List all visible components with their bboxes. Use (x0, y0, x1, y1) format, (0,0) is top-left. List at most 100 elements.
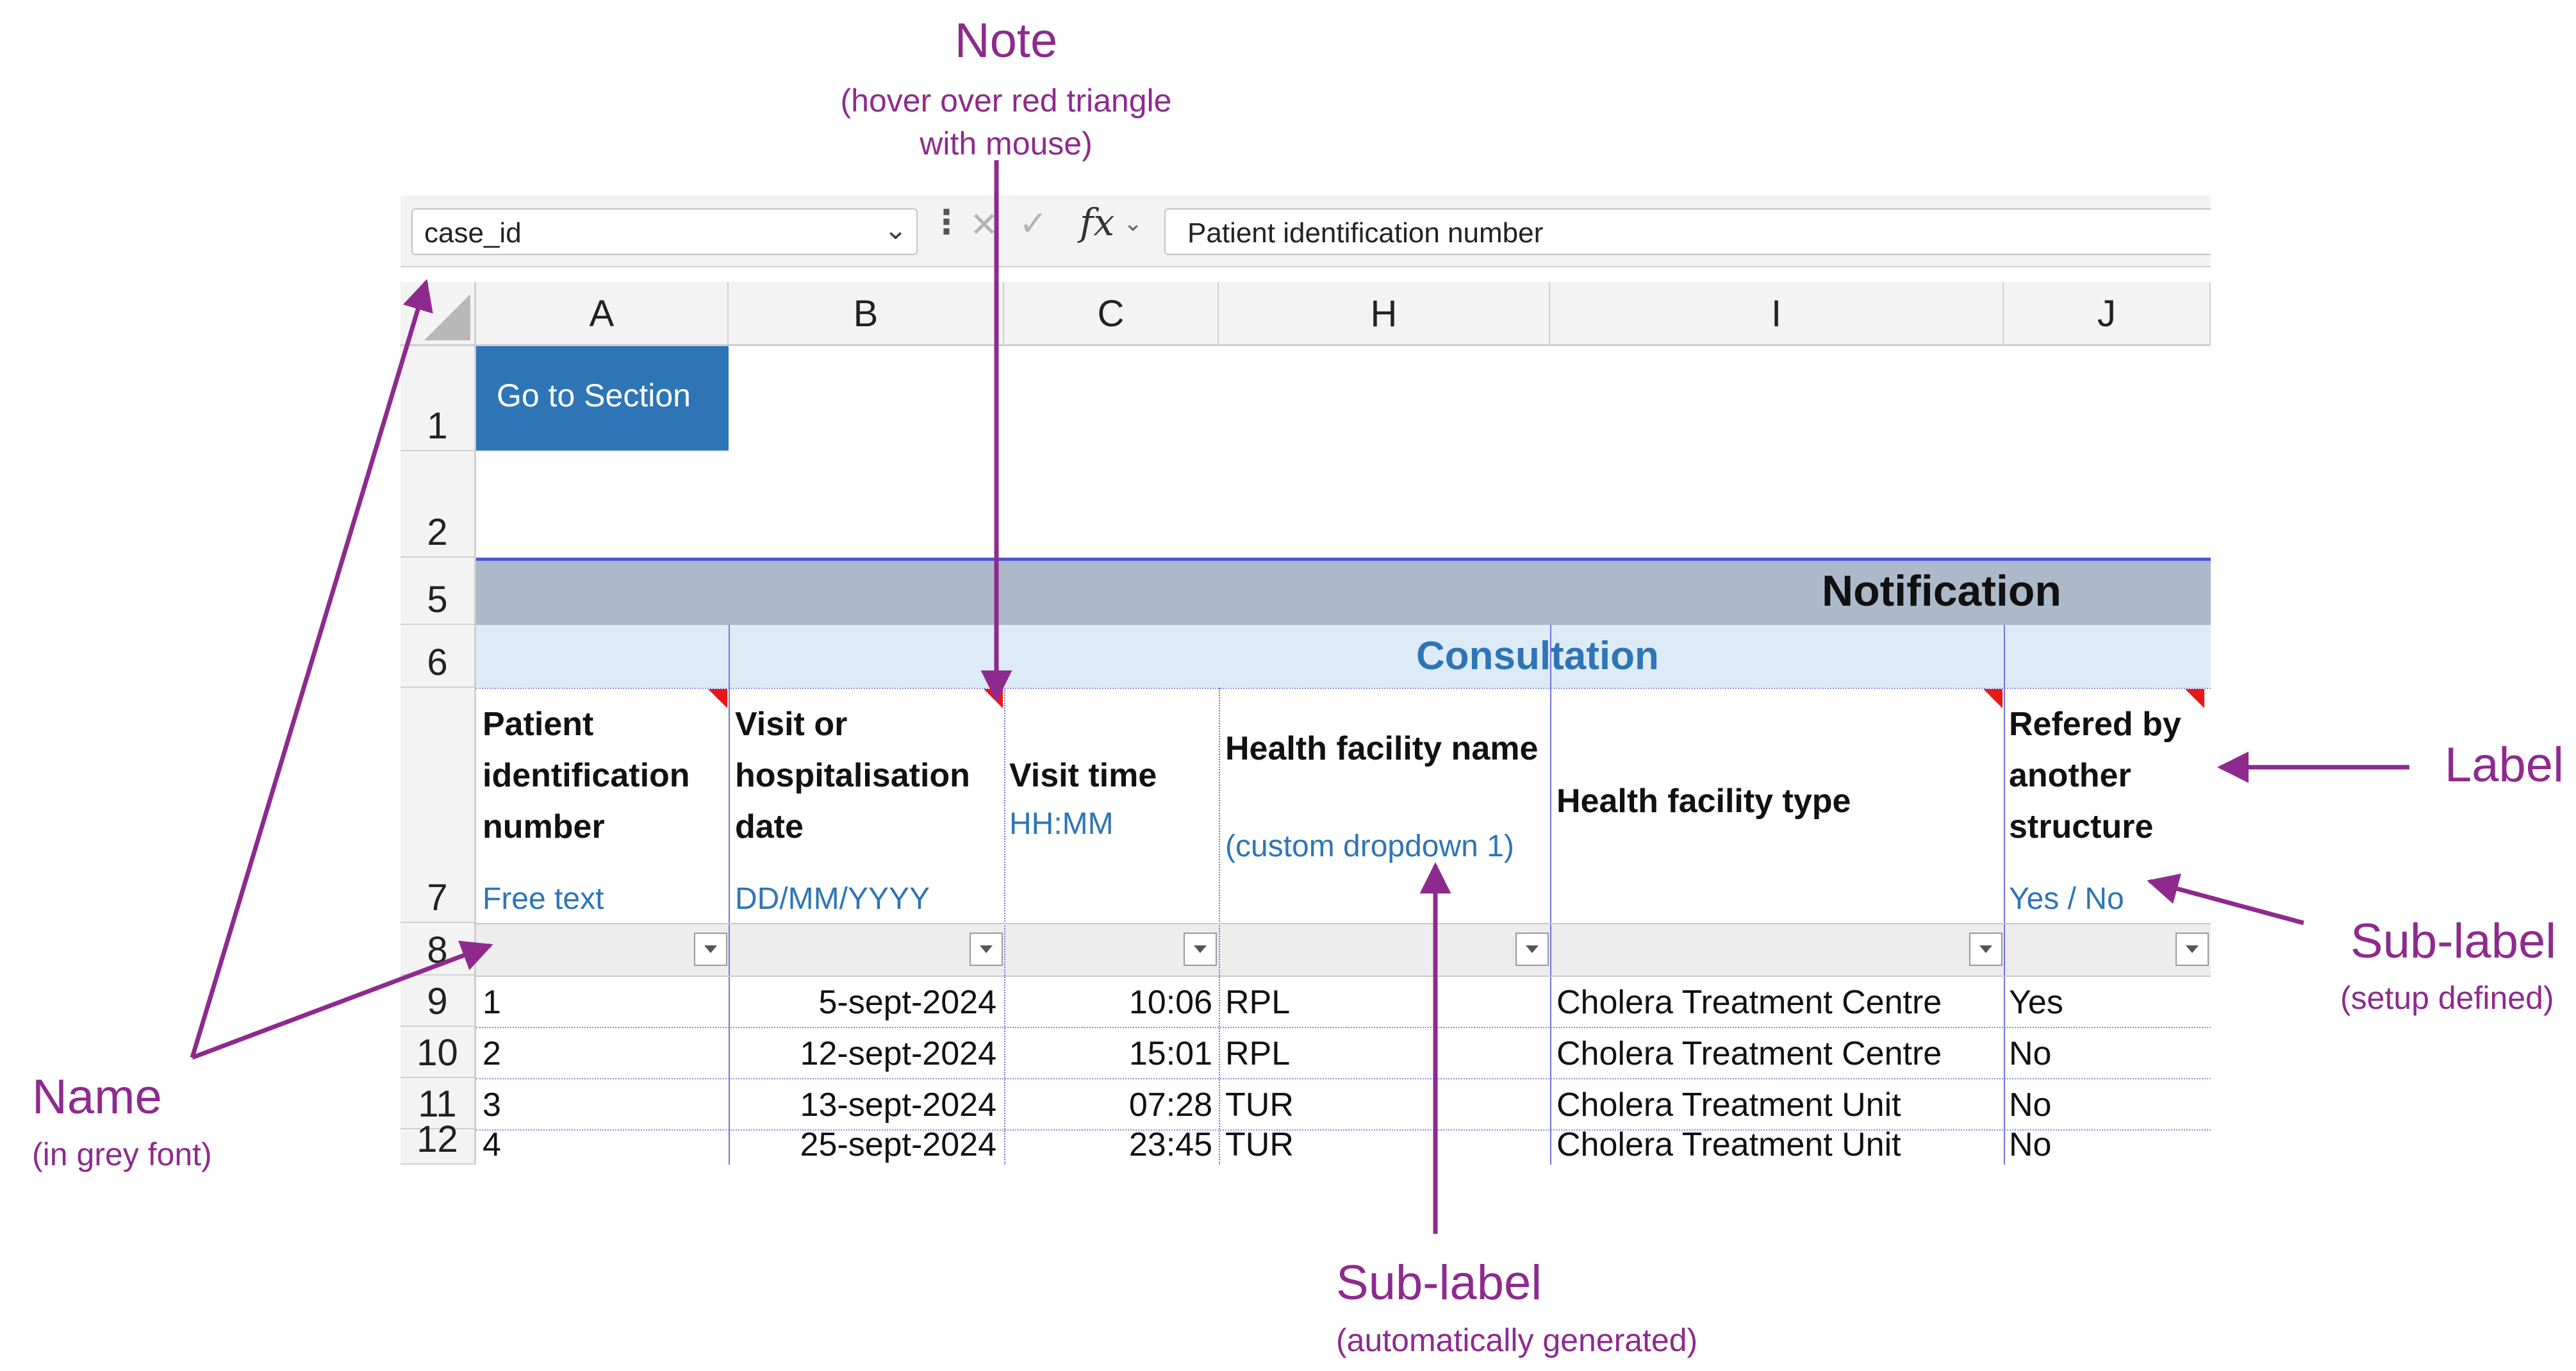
cancel-icon[interactable]: ✕ (970, 206, 999, 244)
cell-facility[interactable]: TUR (1225, 1126, 1294, 1163)
note-indicator-i[interactable] (1983, 689, 2002, 708)
filter-row (476, 923, 2211, 976)
row-border (476, 976, 2211, 977)
note-annotation-sub-line2: with mouse) (920, 126, 1093, 162)
note-indicator-j[interactable] (2185, 689, 2204, 708)
cell-facility-type[interactable]: Cholera Treatment Unit (1556, 1086, 1901, 1124)
check-icon[interactable]: ✓ (1019, 204, 1048, 243)
cell-time[interactable]: 23:45 (1128, 1126, 1212, 1163)
cell-id[interactable]: 4 (483, 1126, 501, 1163)
label-i: Health facility type (1556, 783, 1851, 820)
cell-time[interactable]: 15:01 (1128, 1035, 1212, 1072)
column-border (1004, 688, 1005, 1165)
column-header-c[interactable]: C (1004, 282, 1219, 346)
column-header-h[interactable]: H (1219, 282, 1550, 346)
row-header-9[interactable]: 9 (400, 976, 476, 1027)
spreadsheet-window: case_id ⌄ ⋮ ✕ ✓ fx ⌄ Patient identificat… (400, 195, 2211, 1165)
cell-referred[interactable]: No (2009, 1035, 2052, 1072)
filter-dropdown-h[interactable] (1515, 933, 1549, 966)
formula-input[interactable]: Patient identification number (1164, 208, 2211, 255)
section-title: Notification (1822, 567, 2061, 615)
cell-date[interactable]: 13-sept-2024 (800, 1086, 996, 1124)
row-border (476, 923, 2211, 924)
column-border (2004, 625, 2005, 1165)
note-annotation-title: Note (954, 13, 1058, 68)
column-border (729, 625, 730, 1165)
sublabel-c: HH:MM (1009, 807, 1114, 841)
column-header-j[interactable]: J (2004, 282, 2211, 346)
cell-facility[interactable]: RPL (1225, 984, 1291, 1021)
row-header-2[interactable]: 2 (400, 451, 476, 558)
column-border (1219, 688, 1220, 1165)
row-header-12[interactable]: 12 (400, 1118, 476, 1165)
cell-id[interactable]: 3 (483, 1086, 501, 1124)
filter-dropdown-j[interactable] (2176, 933, 2209, 966)
chevron-down-icon[interactable]: ⌄ (884, 214, 907, 245)
sublabel-a: Free text (483, 882, 604, 916)
cell-referred[interactable]: Yes (2009, 984, 2063, 1021)
row-border (476, 1129, 2211, 1131)
sublabel-h: (custom dropdown 1) (1225, 829, 1514, 863)
go-to-section-button[interactable]: Go to Section (476, 346, 729, 451)
name-box-value: case_id (424, 217, 522, 249)
cell-date[interactable]: 5-sept-2024 (818, 984, 996, 1021)
label-annotation-title: Label (2445, 738, 2564, 792)
cell-facility[interactable]: TUR (1225, 1086, 1294, 1124)
note-annotation-sub-line1: (hover over red triangle (840, 83, 1172, 119)
cell-id[interactable]: 2 (483, 1035, 501, 1072)
name-annotation-sub: (in grey font) (32, 1136, 212, 1172)
formula-bar: case_id ⌄ ⋮ ✕ ✓ fx ⌄ Patient identificat… (400, 195, 2211, 267)
column-border (1550, 625, 1551, 1165)
cell-referred[interactable]: No (2009, 1086, 2052, 1124)
label-c: Visit time (1009, 757, 1157, 794)
sublabel-auto-annotation-title: Sub-label (1336, 1256, 1542, 1310)
sublabel-j: Yes / No (2009, 882, 2124, 916)
more-options-icon[interactable]: ⋮ (930, 204, 963, 241)
name-arrow-to-cell (191, 940, 493, 1060)
subsection-header-row (476, 625, 2211, 688)
row-header-5[interactable]: 5 (400, 558, 476, 625)
row-header-1[interactable]: 1 (400, 346, 476, 451)
name-annotation-title: Name (32, 1070, 162, 1124)
subsection-title: Consultation (1416, 634, 1659, 678)
label-b: Visit or hospitalisation date (735, 706, 970, 845)
row-border (476, 1027, 2211, 1028)
cell-time[interactable]: 10:06 (1128, 984, 1212, 1021)
label-h: Health facility name (1225, 730, 1539, 767)
filter-dropdown-b[interactable] (970, 933, 1003, 966)
cell-date[interactable]: 12-sept-2024 (800, 1035, 996, 1072)
column-header-b[interactable]: B (729, 282, 1004, 346)
row-header-7[interactable]: 7 (400, 688, 476, 923)
cell-id[interactable]: 1 (483, 984, 501, 1021)
row-header-11[interactable]: 11 (400, 1078, 476, 1129)
sublabel-auto-annotation-sub: (automatically generated) (1336, 1322, 1698, 1358)
column-header-i[interactable]: I (1550, 282, 2004, 346)
formula-text: Patient identification number (1187, 217, 1544, 249)
cell-facility[interactable]: RPL (1225, 1035, 1291, 1072)
cell-referred[interactable]: No (2009, 1126, 2052, 1163)
filter-dropdown-a[interactable] (694, 933, 727, 966)
note-indicator-a[interactable] (708, 689, 727, 708)
label-j: Refered by another structure (2009, 706, 2181, 845)
cell-facility-type[interactable]: Cholera Treatment Unit (1556, 1126, 1901, 1163)
name-arrow-to-namebox (190, 279, 433, 1059)
cell-time[interactable]: 07:28 (1128, 1086, 1212, 1124)
name-box[interactable]: case_id ⌄ (411, 208, 918, 255)
row-header-6[interactable]: 6 (400, 625, 476, 688)
cell-facility-type[interactable]: Cholera Treatment Centre (1556, 984, 1942, 1021)
sublabel-b: DD/MM/YYYY (735, 882, 930, 916)
row-border (476, 688, 2211, 689)
sublabel-setup-annotation-sub: (setup defined) (2340, 980, 2554, 1016)
row-header-10[interactable]: 10 (400, 1027, 476, 1078)
cell-date[interactable]: 25-sept-2024 (800, 1126, 996, 1163)
sublabel-setup-arrow (2147, 873, 2304, 926)
cell-facility-type[interactable]: Cholera Treatment Centre (1556, 1035, 1942, 1072)
filter-dropdown-i[interactable] (1969, 933, 2002, 966)
section-header-row: Notification (476, 558, 2211, 625)
insert-function-icon[interactable]: fx (1080, 201, 1115, 244)
chevron-down-icon[interactable]: ⌄ (1123, 210, 1143, 236)
column-header-a[interactable]: A (476, 282, 729, 346)
label-a: Patient identification number (483, 706, 690, 845)
filter-dropdown-c[interactable] (1184, 933, 1217, 966)
